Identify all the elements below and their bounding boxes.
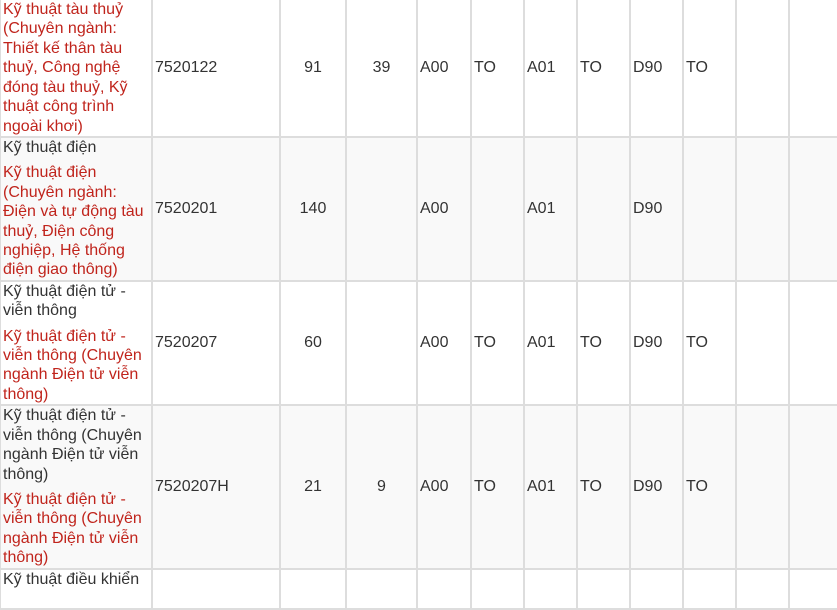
subject-combo-cell: [735, 279, 790, 407]
major-name: Kỹ thuật điện tử - viễn thông: [3, 282, 126, 320]
quota-secondary-cell: [345, 567, 418, 610]
criteria-cell: [470, 136, 525, 282]
criteria-cell: [470, 567, 525, 610]
criteria-cell: TO: [576, 404, 631, 570]
subject-combo-cell: A01: [523, 404, 578, 570]
subject-combo-cell: D90: [629, 279, 684, 407]
criteria-cell: [788, 279, 837, 407]
major-name: Kỹ thuật điện tử - viễn thông (Chuyên ng…: [3, 407, 142, 483]
criteria-cell: TO: [682, 404, 737, 570]
subject-combo-cell: [629, 567, 684, 610]
subject-combo-cell: [416, 567, 472, 610]
subject-combo-cell: [523, 567, 578, 610]
quota-secondary-cell: 9: [345, 404, 418, 570]
subject-combo-cell: A00: [416, 0, 472, 138]
table-row: Kỹ thuật điện tử - viễn thông (Chuyên ng…: [0, 404, 837, 570]
subject-combo-cell: [735, 404, 790, 570]
major-code-cell: 7520207H: [151, 404, 281, 570]
major-name: Kỹ thuật điều khiển: [3, 570, 140, 588]
major-name-cell: Kỹ thuật tàu thuỷ (Chuyên ngành: Thiết k…: [0, 0, 153, 138]
criteria-cell: TO: [682, 0, 737, 138]
major-code-cell: 7520207: [151, 279, 281, 407]
subject-combo-cell: A00: [416, 279, 472, 407]
major-detail-link[interactable]: Kỹ thuật điện tử - viễn thông (Chuyên ng…: [3, 490, 142, 567]
major-name-cell: Kỹ thuật điều khiển: [0, 567, 153, 610]
quota-cell: [279, 567, 347, 610]
criteria-cell: [682, 567, 737, 610]
subject-combo-cell: [735, 567, 790, 610]
quota-secondary-cell: 39: [345, 0, 418, 138]
subject-combo-cell: A01: [523, 0, 578, 138]
major-code-cell: [151, 567, 281, 610]
table-row: Kỹ thuật điện Kỹ thuật điện (Chuyên ngành…: [0, 136, 837, 282]
criteria-cell: [788, 567, 837, 610]
major-name-cell: Kỹ thuật điện tử - viễn thông (Chuyên ng…: [0, 404, 153, 570]
quota-cell: 91: [279, 0, 347, 138]
criteria-cell: [788, 136, 837, 282]
criteria-cell: [576, 136, 631, 282]
criteria-cell: TO: [470, 404, 525, 570]
major-name-cell: Kỹ thuật điện Kỹ thuật điện (Chuyên ngành…: [0, 136, 153, 282]
quota-secondary-cell: [345, 136, 418, 282]
criteria-cell: [576, 567, 631, 610]
major-detail-link[interactable]: Kỹ thuật tàu thuỷ (Chuyên ngành: Thiết k…: [3, 1, 128, 135]
quota-cell: 21: [279, 404, 347, 570]
major-code-cell: 7520122: [151, 0, 281, 138]
quota-cell: 140: [279, 136, 347, 282]
quota-secondary-cell: [345, 279, 418, 407]
subject-combo-cell: D90: [629, 136, 684, 282]
subject-combo-cell: [735, 136, 790, 282]
subject-combo-cell: A01: [523, 279, 578, 407]
criteria-cell: TO: [682, 279, 737, 407]
criteria-cell: TO: [470, 279, 525, 407]
subject-combo-cell: [735, 0, 790, 138]
criteria-cell: TO: [576, 279, 631, 407]
subject-combo-cell: A00: [416, 404, 472, 570]
major-code-cell: 7520201: [151, 136, 281, 282]
criteria-cell: TO: [576, 0, 631, 138]
criteria-cell: [682, 136, 737, 282]
major-detail-link[interactable]: Kỹ thuật điện tử - viễn thông (Chuyên ng…: [3, 327, 142, 403]
table-row: Kỹ thuật điều khiển: [0, 567, 837, 610]
subject-combo-cell: A00: [416, 136, 472, 282]
subject-combo-cell: D90: [629, 0, 684, 138]
table-row: Kỹ thuật điện tử - viễn thông Kỹ thuật đi…: [0, 279, 837, 407]
criteria-cell: TO: [470, 0, 525, 138]
subject-combo-cell: D90: [629, 404, 684, 570]
major-name: Kỹ thuật điện: [3, 139, 97, 156]
criteria-cell: [788, 0, 837, 138]
quota-cell: 60: [279, 279, 347, 407]
table-row: Kỹ thuật tàu thuỷ (Chuyên ngành: Thiết k…: [0, 0, 837, 138]
subject-combo-cell: A01: [523, 136, 578, 282]
major-detail-link[interactable]: Kỹ thuật điện (Chuyên ngành: Điện và tự …: [3, 164, 144, 279]
major-name-cell: Kỹ thuật điện tử - viễn thông Kỹ thuật đi…: [0, 279, 153, 407]
criteria-cell: [788, 404, 837, 570]
